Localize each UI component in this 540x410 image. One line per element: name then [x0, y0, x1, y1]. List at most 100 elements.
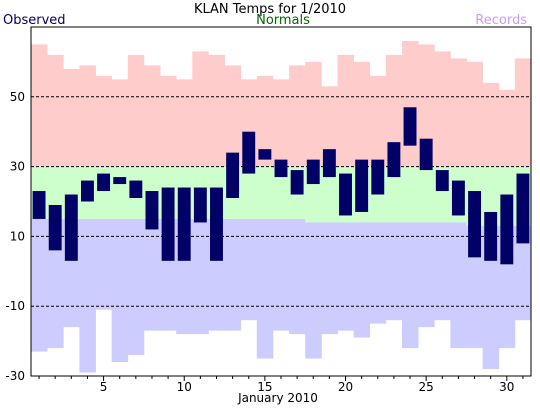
- record-high-band: [401, 40, 419, 167]
- x-tick-label: 30: [499, 380, 514, 394]
- record-low-band: [514, 225, 532, 321]
- record-high-band: [31, 44, 48, 167]
- record-high-band: [482, 82, 500, 167]
- record-low-band: [79, 218, 96, 373]
- record-high-band: [192, 51, 209, 167]
- observed-bar-day-16: [274, 159, 288, 178]
- observed-bar-day-14: [242, 131, 256, 174]
- observed-bar-day-28: [468, 191, 481, 258]
- observed-bar-day-31: [516, 173, 530, 244]
- observed-bar-day-9: [161, 187, 175, 261]
- record-high-band: [143, 65, 161, 167]
- record-low-band: [47, 218, 64, 349]
- record-low-band: [111, 218, 129, 363]
- observed-bar-day-19: [322, 149, 336, 178]
- legend-normals: Normals: [256, 13, 310, 28]
- y-tick-label: -10: [5, 299, 25, 313]
- observed-bar-day-24: [403, 107, 417, 146]
- record-high-band: [337, 54, 354, 167]
- x-axis: 5 10 15 20 25 30: [38, 376, 524, 394]
- normal-range-band: [418, 166, 435, 223]
- observed-bar-day-4: [81, 180, 94, 202]
- observed-bar-day-20: [339, 173, 352, 216]
- x-tick-label: 10: [177, 380, 192, 394]
- normal-range-band: [482, 166, 500, 226]
- record-low-band: [127, 218, 145, 356]
- record-low-band: [353, 222, 371, 338]
- observed-bar-day-2: [48, 204, 62, 251]
- observed-bar-day-21: [355, 159, 369, 212]
- record-low-band: [143, 218, 161, 331]
- observed-bar-day-25: [419, 138, 433, 171]
- record-low-band: [256, 218, 274, 359]
- record-high-band: [63, 68, 80, 167]
- y-axis: -30 -10 10 30 50: [5, 90, 25, 383]
- record-high-band: [111, 79, 129, 167]
- normal-range-band: [240, 166, 258, 219]
- record-high-band: [176, 79, 193, 167]
- record-high-band: [321, 86, 338, 167]
- observed-bar-day-7: [129, 180, 143, 199]
- chart-title: KLAN Temps for 1/2010: [194, 2, 346, 17]
- record-low-band: [240, 218, 258, 321]
- record-high-band: [353, 61, 371, 167]
- record-high-band: [450, 58, 467, 167]
- legend-records: Records: [475, 13, 527, 28]
- record-high-band: [498, 89, 516, 167]
- observed-bar-day-23: [387, 142, 401, 178]
- observed-bar-day-1: [32, 191, 46, 219]
- record-low-band: [321, 222, 338, 335]
- observed-bar-day-15: [258, 149, 272, 160]
- record-low-band: [289, 218, 306, 335]
- x-axis-label: January 2010: [237, 391, 318, 405]
- observed-bar-day-12: [210, 187, 223, 261]
- record-high-band: [289, 65, 306, 167]
- observed-bar-day-13: [226, 152, 240, 199]
- observed-bar-day-30: [500, 194, 514, 265]
- normal-range-band: [256, 166, 274, 219]
- record-high-band: [160, 75, 177, 167]
- record-low-band: [369, 222, 387, 324]
- observed-bar-day-10: [177, 187, 191, 261]
- observed-bars: [32, 107, 530, 265]
- x-tick-label: 5: [100, 380, 108, 394]
- legend-observed: Observed: [3, 13, 66, 28]
- observed-bar-day-6: [113, 177, 127, 185]
- record-high-band: [256, 75, 274, 167]
- record-high-band: [208, 54, 225, 167]
- normal-range-band: [111, 166, 129, 219]
- record-low-band: [482, 225, 500, 370]
- observed-bar-day-22: [371, 159, 385, 195]
- record-high-band: [514, 58, 532, 167]
- record-low-band: [385, 222, 403, 321]
- observed-bar-day-17: [290, 170, 304, 195]
- record-low-band: [224, 218, 242, 331]
- record-high-band: [305, 61, 322, 167]
- observed-bar-day-5: [97, 173, 111, 192]
- record-low-band: [31, 218, 48, 352]
- record-high-band: [385, 54, 403, 167]
- record-low-band: [450, 222, 467, 349]
- record-low-band: [95, 218, 113, 310]
- observed-bar-day-3: [64, 194, 78, 261]
- record-high-band: [47, 54, 64, 167]
- record-high-band: [466, 61, 484, 167]
- observed-bar-day-29: [484, 211, 498, 261]
- x-tick-label: 25: [419, 380, 434, 394]
- record-low-band: [272, 218, 290, 331]
- record-low-band: [192, 218, 209, 335]
- record-low-band: [401, 222, 419, 349]
- record-low-band: [337, 222, 354, 331]
- record-high-band: [369, 75, 387, 167]
- record-high-band: [418, 44, 435, 167]
- normal-range-band: [401, 166, 419, 223]
- record-high-band: [224, 65, 242, 167]
- record-low-band: [434, 222, 451, 321]
- observed-bar-day-11: [193, 187, 207, 223]
- record-high-band: [79, 65, 96, 167]
- record-high-band: [95, 75, 113, 167]
- record-low-band: [305, 222, 322, 359]
- y-tick-label: 30: [10, 160, 25, 174]
